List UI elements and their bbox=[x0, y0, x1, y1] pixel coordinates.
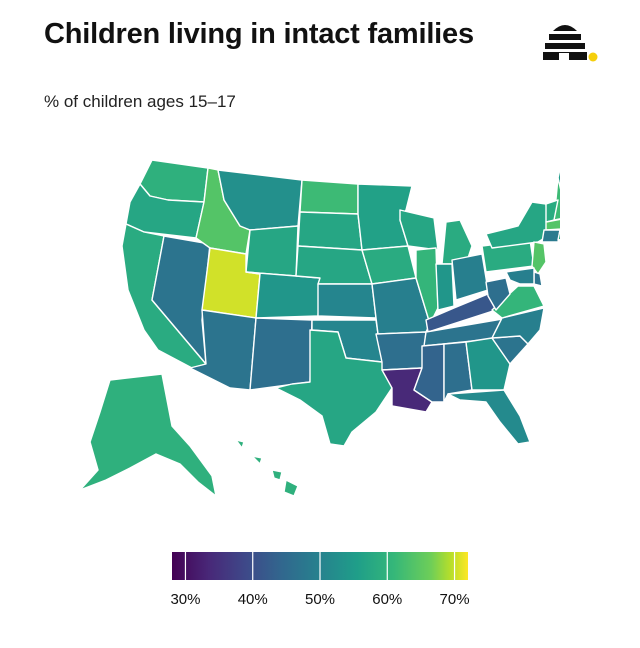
state-wv[interactable] bbox=[485, 277, 511, 311]
state-va[interactable] bbox=[491, 285, 545, 319]
state-al[interactable] bbox=[443, 341, 473, 403]
state-ny[interactable] bbox=[485, 201, 549, 249]
legend-tick-label: 30% bbox=[170, 591, 200, 608]
legend-tick-label: 60% bbox=[372, 591, 402, 608]
logo-dot bbox=[588, 52, 598, 62]
state-mi[interactable] bbox=[441, 219, 473, 265]
state-fl[interactable] bbox=[447, 389, 531, 445]
state-nm[interactable] bbox=[249, 317, 313, 391]
legend-tick-label: 50% bbox=[305, 591, 335, 608]
legend-tick-label: 70% bbox=[440, 591, 470, 608]
state-ga[interactable] bbox=[465, 337, 511, 391]
legend-tick-label: 40% bbox=[238, 591, 268, 608]
state-nc[interactable] bbox=[491, 307, 545, 345]
color-legend: 30% 40% 50% 60% 70% bbox=[170, 552, 470, 608]
state-ia[interactable] bbox=[361, 245, 417, 285]
state-ak[interactable] bbox=[79, 373, 217, 497]
state-in[interactable] bbox=[435, 263, 455, 311]
state-tx[interactable] bbox=[275, 329, 393, 447]
state-wi[interactable] bbox=[399, 209, 439, 251]
state-md[interactable] bbox=[505, 267, 535, 285]
state-ri[interactable] bbox=[557, 229, 560, 241]
state-sd[interactable] bbox=[297, 211, 363, 251]
state-hi[interactable] bbox=[235, 439, 299, 497]
beehive-logo-icon bbox=[543, 25, 598, 62]
state-nj[interactable] bbox=[531, 241, 547, 275]
chart-title: Children living in intact families bbox=[44, 18, 474, 50]
state-ma[interactable] bbox=[545, 218, 560, 231]
state-ks[interactable] bbox=[317, 283, 377, 319]
us-choropleth-map bbox=[79, 159, 560, 497]
state-wy[interactable] bbox=[245, 225, 299, 277]
state-ct[interactable] bbox=[541, 229, 560, 243]
state-nd[interactable] bbox=[299, 179, 359, 215]
chart-subtitle: % of children ages 15–17 bbox=[44, 92, 236, 111]
state-ar[interactable] bbox=[375, 331, 427, 371]
state-de[interactable] bbox=[533, 271, 543, 287]
state-oh[interactable] bbox=[451, 253, 489, 301]
